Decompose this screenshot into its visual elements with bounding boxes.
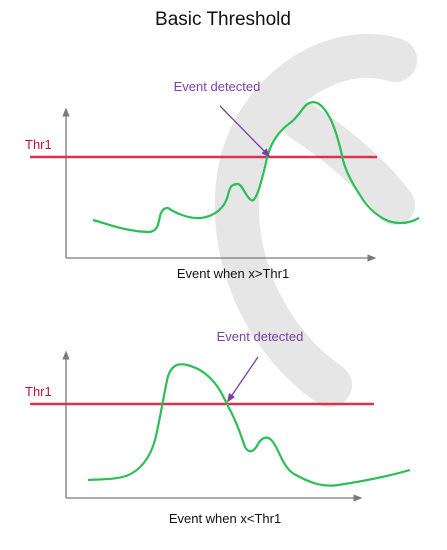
- panel-2-threshold-label: Thr1: [25, 384, 52, 399]
- diagram-title: Basic Threshold: [155, 9, 291, 30]
- panel-1-annotation-label: Event detected: [174, 79, 261, 94]
- panel-1-annotation-arrow: [219, 105, 271, 158]
- panel-2-annotation-label: Event detected: [217, 329, 304, 344]
- panel-1-caption: Event when x>Thr1: [177, 266, 289, 281]
- panel-2-caption: Event when x<Thr1: [169, 511, 281, 526]
- panel-1: Thr1 Event detected Event when x>Thr1: [25, 79, 420, 281]
- panel-1-signal-curve: [92, 101, 420, 234]
- panel-2: Thr1 Event detected Event when x<Thr1: [25, 329, 411, 526]
- panel-1-threshold-label: Thr1: [25, 137, 52, 152]
- panel-2-signal-curve: [87, 363, 411, 487]
- panel-2-annotation-arrow: [226, 356, 259, 403]
- watermark-stroke: [214, 33, 417, 407]
- watermark-stroke-tail: [280, 100, 415, 225]
